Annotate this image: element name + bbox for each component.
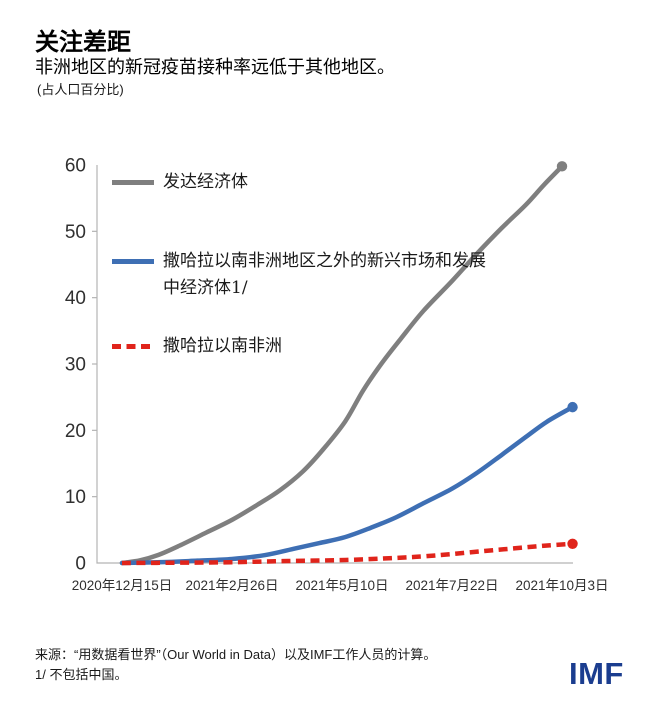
x-tick-label: 2020年12月15日 bbox=[72, 578, 173, 593]
x-tick-label: 2021年7月22日 bbox=[405, 578, 498, 593]
legend-item-advanced-economies: 发达经济体 bbox=[112, 169, 248, 196]
legend-item-emde-excl-ssa: 撒哈拉以南非洲地区之外的新兴市场和发展 中经济体1/ bbox=[112, 248, 486, 302]
series-line-advanced-economies bbox=[119, 164, 565, 566]
y-tick-label: 40 bbox=[65, 288, 86, 309]
y-tick-label: 10 bbox=[65, 487, 86, 508]
y-tick-label: 60 bbox=[65, 156, 86, 177]
chart-title: 关注差距 bbox=[35, 29, 131, 56]
footnote-note: 1/ 不包括中国。 bbox=[35, 667, 128, 682]
y-tick-label: 50 bbox=[65, 222, 86, 243]
series-endpoint-advanced-economies bbox=[556, 161, 568, 172]
axes bbox=[96, 165, 573, 564]
series-endpoint-sub-saharan-africa bbox=[567, 538, 578, 549]
legend-label-emde-excl-ssa: 撒哈拉以南非洲地区之外的新兴市场和发展 中经济体1/ bbox=[163, 251, 486, 298]
legend-swatch-sub-saharan-africa bbox=[112, 344, 154, 349]
legend-label-sub-saharan-africa: 撒哈拉以南非洲 bbox=[163, 336, 282, 356]
x-tick-label: 2021年5月10日 bbox=[295, 578, 388, 593]
series-line-emde-excl-ssa bbox=[119, 404, 575, 566]
source-note: 来源：“用数据看世界”（Our World in Data）以及IMF工作人员的… bbox=[35, 647, 437, 662]
y-tick-label: 30 bbox=[65, 355, 86, 376]
y-tick-label: 20 bbox=[65, 421, 86, 442]
legend-swatch-advanced-economies bbox=[112, 180, 154, 185]
legend-item-sub-saharan-africa: 撒哈拉以南非洲 bbox=[112, 333, 282, 360]
series-line-sub-saharan-africa bbox=[121, 541, 573, 566]
legend-swatch-emde-excl-ssa bbox=[112, 259, 154, 264]
x-tick-label: 2021年2月26日 bbox=[185, 578, 278, 593]
legend-label-advanced-economies: 发达经济体 bbox=[163, 172, 248, 192]
x-tick-label: 2021年10月3日 bbox=[515, 578, 608, 593]
series-endpoint-emde-excl-ssa bbox=[567, 401, 578, 413]
imf-logo: IMF bbox=[569, 656, 624, 691]
chart-subtitle: 非洲地区的新冠疫苗接种率远低于其他地区。 bbox=[35, 57, 395, 77]
chart-unit-label: (占人口百分比) bbox=[37, 82, 124, 97]
y-tick-label: 0 bbox=[75, 554, 86, 575]
